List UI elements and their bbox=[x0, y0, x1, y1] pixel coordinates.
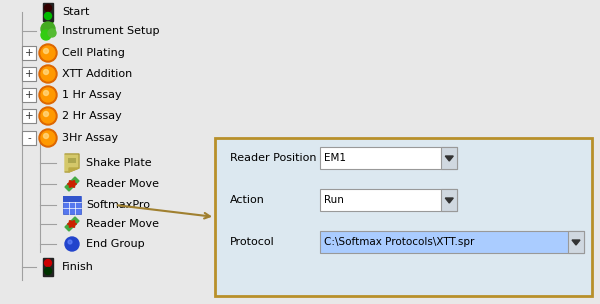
Text: XTT Addition: XTT Addition bbox=[62, 69, 132, 79]
Bar bbox=[320, 189, 457, 211]
Text: Cell Plating: Cell Plating bbox=[62, 48, 125, 58]
Polygon shape bbox=[572, 240, 580, 245]
Bar bbox=[22, 46, 36, 60]
Bar bbox=[215, 138, 592, 296]
Circle shape bbox=[44, 5, 52, 12]
Circle shape bbox=[41, 22, 55, 36]
Circle shape bbox=[44, 12, 52, 19]
Bar bbox=[43, 258, 53, 276]
Bar bbox=[22, 131, 36, 145]
Circle shape bbox=[44, 70, 49, 74]
Text: C:\Softmax Protocols\XTT.spr: C:\Softmax Protocols\XTT.spr bbox=[324, 237, 475, 247]
Text: +: + bbox=[25, 69, 34, 79]
Bar bbox=[320, 231, 584, 253]
Circle shape bbox=[68, 240, 72, 244]
Text: Action: Action bbox=[230, 195, 265, 205]
Text: 3Hr Assay: 3Hr Assay bbox=[62, 133, 118, 143]
Bar bbox=[68, 158, 76, 163]
Text: Reader Move: Reader Move bbox=[86, 219, 159, 229]
Bar bbox=[22, 88, 36, 102]
Circle shape bbox=[65, 237, 79, 251]
Polygon shape bbox=[65, 217, 79, 231]
Circle shape bbox=[44, 268, 52, 275]
Bar bbox=[441, 147, 457, 169]
Text: +: + bbox=[25, 90, 34, 100]
Bar bbox=[43, 3, 53, 21]
Circle shape bbox=[41, 131, 55, 145]
Text: Reader Position: Reader Position bbox=[230, 153, 317, 163]
Text: +: + bbox=[25, 48, 34, 58]
Circle shape bbox=[39, 86, 57, 104]
Polygon shape bbox=[65, 177, 79, 191]
Text: -: - bbox=[27, 133, 31, 143]
Circle shape bbox=[41, 46, 55, 60]
Text: Finish: Finish bbox=[62, 262, 94, 272]
Circle shape bbox=[44, 49, 49, 54]
Text: Shake Plate: Shake Plate bbox=[86, 158, 152, 168]
Text: Run: Run bbox=[324, 195, 344, 205]
Circle shape bbox=[41, 67, 55, 81]
Circle shape bbox=[39, 44, 57, 62]
Text: 1 Hr Assay: 1 Hr Assay bbox=[62, 90, 122, 100]
Circle shape bbox=[44, 133, 49, 139]
Bar bbox=[63, 196, 81, 214]
Polygon shape bbox=[69, 168, 79, 172]
Polygon shape bbox=[45, 21, 53, 33]
Polygon shape bbox=[65, 154, 79, 172]
Bar bbox=[22, 67, 36, 81]
Text: 2 Hr Assay: 2 Hr Assay bbox=[62, 111, 122, 121]
Text: Instrument Setup: Instrument Setup bbox=[62, 26, 160, 36]
Polygon shape bbox=[445, 156, 453, 161]
Text: Protocol: Protocol bbox=[230, 237, 275, 247]
Text: +: + bbox=[25, 111, 34, 121]
Text: Start: Start bbox=[62, 7, 89, 17]
Circle shape bbox=[44, 91, 49, 95]
Text: SoftmaxPro: SoftmaxPro bbox=[86, 200, 150, 210]
Circle shape bbox=[41, 30, 51, 40]
Text: End Group: End Group bbox=[86, 239, 145, 249]
Circle shape bbox=[44, 260, 52, 267]
Bar bbox=[63, 196, 81, 202]
Circle shape bbox=[41, 109, 55, 123]
Circle shape bbox=[39, 107, 57, 125]
Bar bbox=[441, 189, 457, 211]
Circle shape bbox=[39, 129, 57, 147]
Bar bbox=[320, 147, 457, 169]
Bar bbox=[568, 231, 584, 253]
Circle shape bbox=[39, 65, 57, 83]
Polygon shape bbox=[445, 198, 453, 203]
Text: EM1: EM1 bbox=[324, 153, 346, 163]
Circle shape bbox=[48, 29, 56, 37]
Bar bbox=[22, 109, 36, 123]
Circle shape bbox=[41, 88, 55, 102]
Text: Reader Move: Reader Move bbox=[86, 179, 159, 189]
Circle shape bbox=[44, 112, 49, 116]
